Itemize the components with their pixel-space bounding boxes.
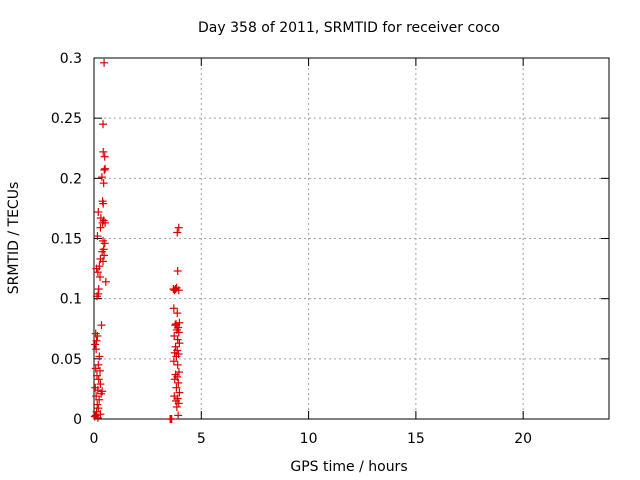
data-point (95, 395, 104, 404)
data-point (174, 378, 183, 387)
chart-title: Day 358 of 2011, SRMTID for receiver coc… (198, 20, 500, 36)
data-point (96, 223, 105, 232)
axis-ticks: 0 0.05 0.1 0.15 0.2 0.25 0.3 0 5 10 15 20 (51, 51, 609, 447)
data-point (94, 404, 103, 413)
grid-lines (94, 58, 609, 419)
y-axis-label: SRMTID / TECUs (6, 182, 22, 295)
data-point (100, 152, 109, 161)
data-points (90, 58, 184, 423)
x-tick-label: 10 (300, 431, 318, 447)
x-tick-label: 5 (197, 431, 206, 447)
data-point (173, 360, 182, 369)
data-point (92, 345, 101, 354)
data-point (101, 164, 110, 173)
data-point (170, 331, 179, 340)
x-axis-label: GPS time / hours (290, 459, 407, 475)
data-point (170, 375, 179, 384)
data-point (169, 304, 178, 313)
y-tick-label: 0.1 (60, 292, 82, 308)
data-point (94, 375, 103, 384)
plot-frame (93, 57, 610, 420)
data-point (99, 147, 108, 156)
x-tick-label: 15 (407, 431, 425, 447)
data-point (95, 352, 104, 361)
data-point (96, 273, 105, 282)
x-tick-label: 20 (514, 431, 532, 447)
data-point (99, 179, 108, 188)
data-point (173, 228, 182, 237)
data-point (100, 251, 109, 260)
data-point (170, 348, 179, 357)
data-point (93, 331, 102, 340)
y-tick-label: 0.3 (60, 51, 82, 67)
data-point (174, 328, 183, 337)
data-point (93, 371, 102, 380)
data-point (173, 266, 182, 275)
data-point (174, 399, 183, 408)
y-tick-label: 0.15 (51, 232, 82, 248)
data-point (100, 239, 109, 248)
data-point (175, 339, 184, 348)
data-point (173, 309, 182, 318)
data-point (97, 389, 106, 398)
y-tick-label: 0.05 (51, 352, 82, 368)
data-point (99, 257, 108, 266)
data-point (96, 366, 105, 375)
data-point (172, 352, 181, 361)
data-point (91, 364, 100, 373)
data-point (171, 319, 180, 328)
data-point (173, 335, 182, 344)
data-point (174, 411, 183, 420)
data-point (94, 208, 103, 217)
data-point (93, 292, 102, 301)
data-point (100, 165, 109, 174)
data-point (97, 321, 106, 330)
data-point (100, 58, 109, 67)
data-point (175, 318, 184, 327)
data-point (98, 247, 107, 256)
data-point (172, 383, 181, 392)
data-point (93, 400, 102, 409)
data-point (171, 342, 180, 351)
data-point (101, 277, 110, 286)
y-tick-label: 0.25 (51, 111, 82, 127)
data-point (92, 336, 101, 345)
x-tick-label: 0 (90, 431, 99, 447)
data-point (96, 380, 105, 389)
data-point (175, 388, 184, 397)
y-tick-label: 0.2 (60, 171, 82, 187)
data-point (93, 268, 102, 277)
data-point (92, 264, 101, 273)
data-point (91, 340, 100, 349)
data-point (93, 232, 102, 241)
data-point (169, 357, 178, 366)
data-point (98, 218, 107, 227)
data-point (172, 402, 181, 411)
data-point (90, 412, 99, 421)
data-point (174, 223, 183, 232)
data-point (171, 285, 180, 294)
data-point (99, 199, 108, 208)
data-point (99, 120, 108, 129)
y-tick-label: 0 (73, 412, 82, 428)
data-point (167, 415, 176, 423)
data-point (97, 173, 106, 182)
